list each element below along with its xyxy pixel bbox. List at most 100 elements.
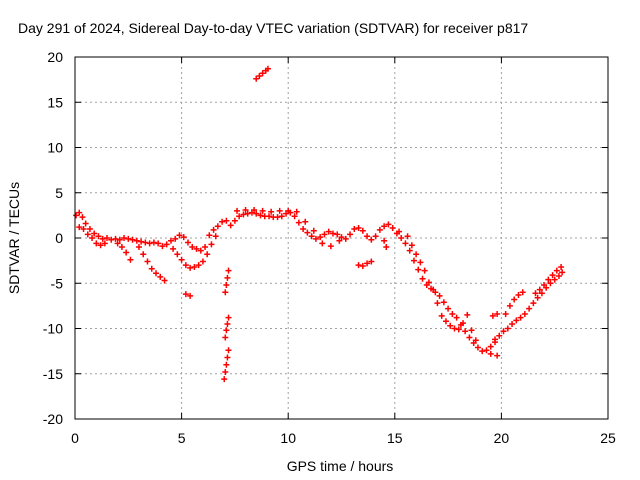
data-point xyxy=(138,238,145,245)
data-point xyxy=(487,350,494,357)
data-point xyxy=(519,289,526,296)
data-point xyxy=(453,314,460,321)
data-point xyxy=(406,247,413,254)
data-point xyxy=(342,235,349,242)
data-point xyxy=(506,302,513,309)
data-point xyxy=(511,296,518,303)
data-point xyxy=(408,242,415,249)
data-point xyxy=(195,262,202,269)
data-point xyxy=(163,241,170,248)
data-point xyxy=(526,305,533,312)
data-point xyxy=(310,227,317,234)
data-point xyxy=(76,224,83,231)
data-point xyxy=(364,260,371,267)
data-point xyxy=(368,236,375,243)
y-tick-label: 0 xyxy=(55,230,63,246)
data-point xyxy=(504,325,511,332)
data-point xyxy=(334,231,341,238)
data-point xyxy=(460,320,467,327)
data-point xyxy=(223,361,230,368)
data-point xyxy=(347,231,354,238)
y-tick-label: 10 xyxy=(47,140,63,156)
data-point xyxy=(440,299,447,306)
x-axis-label: GPS time / hours xyxy=(287,458,394,474)
data-point xyxy=(445,305,452,312)
data-point xyxy=(121,235,128,241)
data-point xyxy=(268,208,275,215)
data-point xyxy=(223,282,230,289)
chart-title: Day 291 of 2024, Sidereal Day-to-day VTE… xyxy=(18,20,528,36)
data-point xyxy=(285,207,292,214)
data-point xyxy=(187,264,194,271)
data-point xyxy=(118,244,125,251)
data-point xyxy=(103,235,110,241)
data-point xyxy=(325,228,332,235)
data-point xyxy=(129,236,136,243)
data-point xyxy=(114,240,121,247)
data-point xyxy=(227,222,234,229)
data-point xyxy=(86,225,93,232)
data-point xyxy=(553,267,560,274)
data-point xyxy=(180,234,187,241)
x-tick-label: 20 xyxy=(494,430,510,446)
data-point xyxy=(236,213,243,220)
data-point xyxy=(559,269,566,276)
data-point xyxy=(212,233,219,240)
data-point xyxy=(368,258,375,265)
data-point xyxy=(327,243,334,250)
data-point xyxy=(549,272,556,279)
data-point xyxy=(167,237,174,244)
data-point xyxy=(513,317,520,324)
y-tick-label: 15 xyxy=(47,94,63,110)
data-point xyxy=(225,347,232,354)
data-point xyxy=(76,209,83,216)
data-point xyxy=(351,225,358,232)
data-point xyxy=(355,225,362,232)
series xyxy=(73,209,566,355)
data-point xyxy=(222,289,229,296)
data-point xyxy=(73,212,80,219)
data-point xyxy=(396,228,403,235)
data-point xyxy=(509,320,516,327)
data-point xyxy=(383,244,390,251)
data-point xyxy=(146,240,153,247)
data-point xyxy=(84,231,91,238)
data-point xyxy=(224,354,231,361)
data-point xyxy=(222,368,229,375)
data-points xyxy=(73,65,566,383)
data-point xyxy=(291,213,298,220)
data-point xyxy=(472,337,479,344)
data-point xyxy=(224,274,231,281)
data-point xyxy=(402,240,409,247)
data-point xyxy=(222,334,229,341)
x-tick-label: 15 xyxy=(387,430,403,446)
x-tick-label: 5 xyxy=(178,430,186,446)
data-point xyxy=(468,327,475,334)
data-point xyxy=(224,320,231,327)
data-point xyxy=(135,244,142,251)
data-point xyxy=(278,213,285,220)
data-point xyxy=(530,300,537,307)
data-point xyxy=(479,348,486,355)
data-point xyxy=(91,230,98,237)
data-point xyxy=(242,206,249,213)
data-point xyxy=(221,376,228,383)
data-point xyxy=(308,233,315,240)
data-point xyxy=(536,286,543,293)
plot-frame xyxy=(74,56,609,420)
data-point xyxy=(474,344,481,351)
data-point xyxy=(419,275,426,282)
data-point xyxy=(451,325,458,332)
data-point xyxy=(178,256,185,263)
data-point xyxy=(532,290,539,297)
data-point xyxy=(240,211,247,218)
data-point xyxy=(266,213,273,220)
data-point xyxy=(372,233,379,240)
y-tick-label: 20 xyxy=(47,49,63,65)
data-point xyxy=(487,343,494,350)
data-point xyxy=(449,311,456,318)
data-point xyxy=(157,273,164,280)
data-point xyxy=(415,266,422,273)
data-point xyxy=(223,327,230,334)
data-point xyxy=(455,326,462,333)
